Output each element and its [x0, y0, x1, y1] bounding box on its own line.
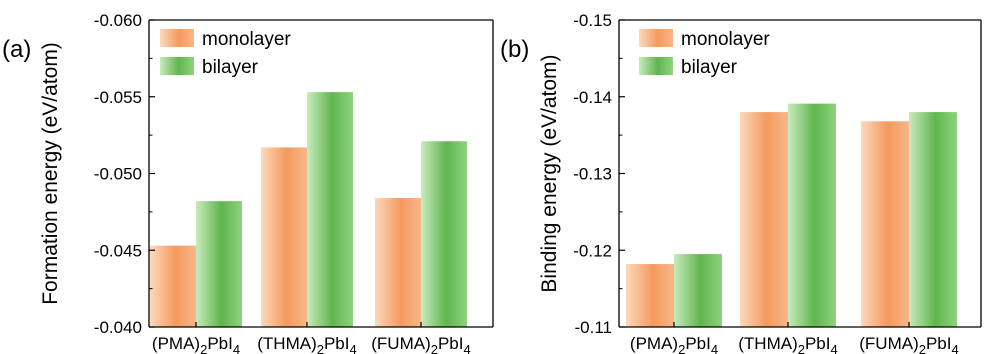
- x-category-label: (THMA)2PbI4: [738, 334, 837, 354]
- legend-label-bilayer: bilayer: [202, 57, 259, 78]
- bar-bilayer-2: [788, 103, 836, 327]
- panel-label: (b): [500, 36, 529, 63]
- category-name: (FUMA): [371, 334, 430, 353]
- bar-monolayer-1: [626, 264, 674, 327]
- category-subscript: 2: [200, 342, 207, 354]
- category-name: (THMA): [738, 334, 797, 353]
- legend-swatch-bilayer: [639, 57, 673, 75]
- category-name: (PMA): [630, 334, 678, 353]
- bar-bilayer-2: [307, 92, 353, 328]
- category-subscript: 4: [952, 342, 959, 354]
- x-category-label: (FUMA)2PbI4: [371, 334, 470, 354]
- category-subscript: 2: [919, 342, 926, 354]
- y-tick-label: -0.050: [94, 165, 142, 184]
- bar-monolayer-2: [740, 112, 788, 327]
- legend-label-monolayer: monolayer: [681, 29, 770, 50]
- y-axis-title: Formation energy (eV/atom): [39, 42, 62, 305]
- category-subscript: 2: [798, 342, 805, 354]
- legend-swatch-monolayer: [639, 29, 673, 47]
- category-subscript: 4: [464, 342, 471, 354]
- bar-bilayer-1: [196, 201, 242, 327]
- y-tick-label: -0.060: [94, 11, 142, 30]
- category-subscript: 4: [233, 342, 240, 354]
- panel-b-binding-energy: -0.15 -0.14 -0.13 -0.12 -0.11 Binding energy …: [500, 11, 982, 354]
- x-category-label: (PMA)2PbI4: [152, 334, 240, 354]
- category-subscript: 4: [831, 342, 838, 354]
- bar-monolayer-3: [861, 121, 909, 327]
- bar-monolayer-3: [375, 198, 421, 327]
- y-tick-label: -0.11: [575, 318, 613, 337]
- category-subscript: 2: [431, 342, 438, 354]
- y-tick-label: -0.045: [94, 241, 142, 260]
- x-category-label: (THMA)2PbI4: [257, 334, 356, 354]
- legend-swatch-monolayer: [160, 29, 194, 47]
- category-subscript: 4: [711, 342, 718, 354]
- bar-monolayer-2: [261, 147, 307, 327]
- category-name: (FUMA): [859, 334, 918, 353]
- x-category-label: (PMA)2PbI4: [630, 334, 718, 354]
- y-tick-label: -0.13: [573, 165, 612, 184]
- category-formula: PbI: [926, 334, 952, 353]
- x-category-label: (FUMA)2PbI4: [859, 334, 958, 354]
- panel-label: (a): [2, 36, 31, 63]
- y-tick-label: -0.055: [94, 88, 142, 107]
- y-axis-title: Binding energy (eV/atom): [538, 54, 561, 292]
- legend-swatch-bilayer: [160, 57, 194, 75]
- category-name: (PMA): [152, 334, 200, 353]
- y-tick-label: -0.15: [573, 11, 612, 30]
- bar-bilayer-3: [909, 112, 957, 327]
- category-formula: PbI: [805, 334, 831, 353]
- y-tick-label: -0.040: [94, 318, 142, 337]
- category-subscript: 4: [350, 342, 357, 354]
- y-tick-label: -0.12: [573, 241, 612, 260]
- bar-bilayer-3: [421, 141, 467, 327]
- category-subscript: 2: [678, 342, 685, 354]
- y-tick-label: -0.14: [573, 88, 612, 107]
- legend-label-bilayer: bilayer: [681, 57, 738, 78]
- panel-a-formation-energy: -0.060 -0.055 -0.050 -0.045 -0.040 Formation …: [2, 11, 494, 354]
- category-formula: PbI: [438, 334, 464, 353]
- category-formula: PbI: [685, 334, 711, 353]
- category-formula: PbI: [324, 334, 350, 353]
- category-formula: PbI: [207, 334, 233, 353]
- bar-bilayer-1: [674, 254, 722, 327]
- bar-monolayer-1: [150, 245, 196, 327]
- category-subscript: 2: [317, 342, 324, 354]
- legend-label-monolayer: monolayer: [202, 29, 291, 50]
- category-name: (THMA): [257, 334, 316, 353]
